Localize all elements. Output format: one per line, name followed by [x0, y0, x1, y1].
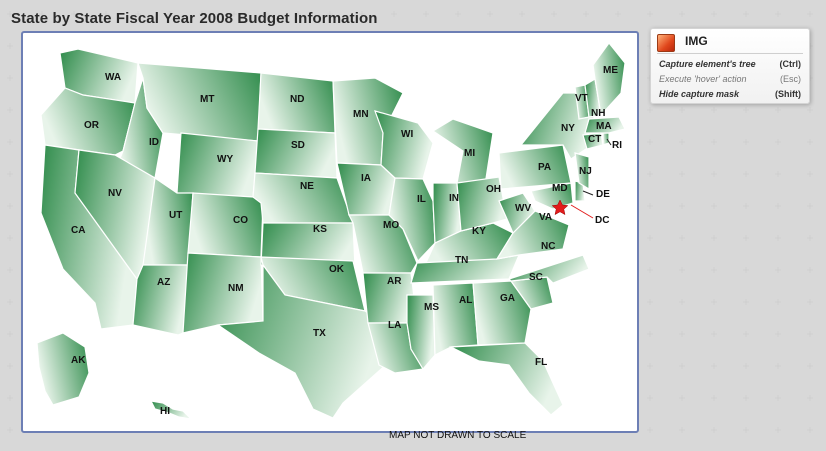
state-sd[interactable]	[254, 128, 338, 179]
state-label-wy: WY	[217, 154, 233, 165]
state-co[interactable]	[187, 192, 264, 258]
state-oh[interactable]	[456, 176, 508, 232]
state-label-me: ME	[603, 65, 618, 76]
state-label-oh: OH	[486, 184, 501, 195]
state-label-md: MD	[552, 183, 568, 194]
state-label-ky: KY	[472, 226, 486, 237]
image-icon	[657, 34, 675, 52]
state-ak[interactable]	[36, 332, 90, 406]
state-ri[interactable]	[602, 132, 610, 146]
state-label-ia: IA	[361, 173, 371, 184]
state-label-nj: NJ	[579, 166, 592, 177]
state-hi[interactable]	[149, 400, 193, 420]
state-label-pa: PA	[538, 162, 551, 173]
state-label-az: AZ	[157, 277, 170, 288]
state-label-nm: NM	[228, 283, 244, 294]
state-label-or: OR	[84, 120, 100, 131]
state-label-ut: UT	[169, 210, 182, 221]
state-nj[interactable]	[574, 152, 590, 191]
state-label-nc: NC	[541, 241, 555, 252]
state-me[interactable]	[592, 42, 626, 117]
state-label-tx: TX	[313, 328, 326, 339]
state-label-ks: KS	[313, 224, 327, 235]
state-label-ma: MA	[596, 121, 612, 132]
state-label-dc: DC	[595, 215, 609, 226]
state-label-nh: NH	[591, 108, 605, 119]
leader-line-de	[582, 190, 594, 196]
state-label-sc: SC	[529, 272, 543, 283]
state-label-al: AL	[459, 295, 472, 306]
state-label-fl: FL	[535, 357, 547, 368]
state-az[interactable]	[132, 264, 189, 336]
hover-action-option[interactable]: Execute 'hover' action (Esc)	[659, 74, 801, 86]
state-label-la: LA	[388, 320, 401, 331]
option-shortcut: (Esc)	[780, 74, 801, 84]
option-label: Capture element's tree	[659, 59, 756, 69]
state-label-ca: CA	[71, 225, 85, 236]
leader-line-dc	[570, 204, 594, 219]
us-map: WA OR CA ID NV MT WY UT AZ CO NM ND SD NE KS OK TX MN IA MO…	[36, 42, 626, 420]
option-shortcut: (Ctrl)	[779, 59, 802, 69]
state-label-mi: MI	[464, 148, 475, 159]
state-label-il: IL	[417, 194, 426, 205]
state-label-in: IN	[449, 193, 459, 204]
state-wv[interactable]	[498, 192, 536, 235]
state-label-mt: MT	[200, 94, 214, 105]
state-nc[interactable]	[507, 254, 590, 284]
state-label-wv: WV	[515, 203, 531, 214]
state-il[interactable]	[388, 177, 436, 263]
state-label-ct: CT	[588, 134, 601, 145]
state-label-ne: NE	[300, 181, 314, 192]
capture-divider	[657, 53, 803, 54]
state-label-ny: NY	[561, 123, 575, 134]
state-label-mo: MO	[383, 220, 399, 231]
dc-star-icon[interactable]	[551, 199, 569, 216]
hide-mask-option[interactable]: Hide capture mask (Shift)	[659, 89, 801, 101]
state-label-ak: AK	[71, 355, 86, 366]
state-tn[interactable]	[410, 254, 520, 284]
option-shortcut: (Shift)	[775, 89, 801, 99]
state-label-nd: ND	[290, 94, 304, 105]
option-label: Hide capture mask	[659, 89, 740, 99]
capture-tag-name: IMG	[685, 34, 708, 48]
state-label-ri: RI	[612, 140, 622, 151]
state-label-tn: TN	[455, 255, 468, 266]
state-label-ms: MS	[424, 302, 439, 313]
state-label-mn: MN	[353, 109, 369, 120]
leader-line-ri	[606, 138, 612, 146]
state-label-ar: AR	[387, 276, 402, 287]
state-label-co: CO	[233, 215, 248, 226]
state-label-nv: NV	[108, 188, 122, 199]
state-al[interactable]	[432, 282, 479, 356]
state-ga[interactable]	[472, 280, 532, 346]
state-label-wa: WA	[105, 72, 121, 83]
option-label: Execute 'hover' action	[659, 74, 747, 84]
state-nm[interactable]	[182, 252, 264, 334]
us-map-frame: WA OR CA ID NV MT WY UT AZ CO NM ND SD NE KS OK TX MN IA MO…	[21, 31, 639, 441]
state-mi[interactable]	[431, 118, 494, 186]
state-label-ga: GA	[500, 293, 515, 304]
state-ma[interactable]	[584, 116, 626, 134]
state-label-ok: OK	[329, 264, 345, 275]
state-label-hi: HI	[160, 406, 170, 417]
state-wy[interactable]	[176, 132, 259, 198]
capture-tooltip: IMG Capture element's tree (Ctrl) Execut…	[650, 28, 810, 104]
page-title: State by State Fiscal Year 2008 Budget I…	[11, 10, 378, 27]
state-label-wi: WI	[401, 129, 413, 140]
state-fl[interactable]	[448, 342, 564, 416]
state-label-de: DE	[596, 189, 610, 200]
state-label-vt: VT	[575, 93, 588, 104]
state-label-va: VA	[539, 212, 552, 223]
state-label-id: ID	[149, 137, 159, 148]
scale-note: MAP NOT DRAWN TO SCALE	[389, 430, 527, 441]
capture-tree-option[interactable]: Capture element's tree (Ctrl)	[659, 59, 801, 71]
state-label-sd: SD	[291, 140, 305, 151]
